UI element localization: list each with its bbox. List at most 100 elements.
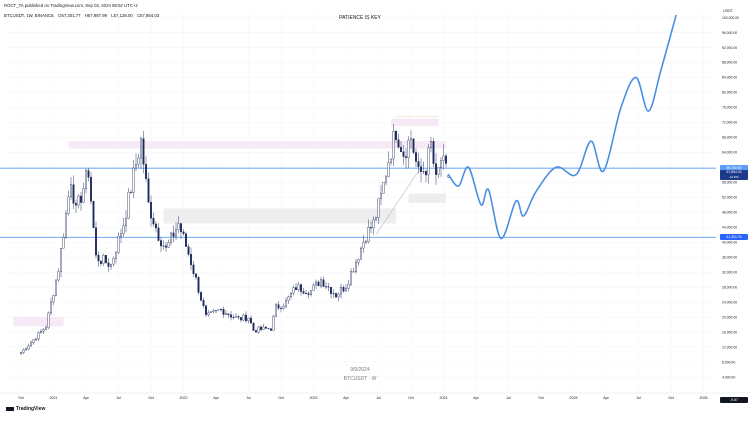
candle-body [277,304,280,309]
x-tick-label: Apr [343,396,349,400]
candle-body [40,331,42,333]
candle-body [285,300,287,307]
y-tick-label: 88,000.00 [722,61,737,65]
candle-body [20,352,22,355]
x-tick-label: 2024 [440,396,448,400]
candle-body [245,314,247,322]
x-tick-label: Oct [668,396,674,400]
candle-body [220,309,222,311]
x-tick-label: Oct [538,396,544,400]
candle-body [350,271,352,285]
x-tick-label: Jul [376,396,381,400]
x-tick-label: Jul [246,396,251,400]
candle-body [47,312,50,328]
candle-body [60,248,62,272]
symbol-label[interactable]: BTCUSDT, 1W, BINANCE [4,13,54,18]
candle-body [85,170,87,189]
candle-body [317,281,320,287]
candle-body [210,311,212,313]
candle-body [87,170,90,178]
y-tick-label: 76,000.00 [722,106,737,110]
candle-body [270,328,272,331]
candle-body [127,191,130,219]
candle-body [397,139,400,148]
candle-body [385,176,387,183]
y-tick-label: 52,000.00 [722,196,737,200]
candle-body [182,231,185,234]
trendline [375,163,424,235]
y-tick-label: 4,000.00 [722,375,735,379]
candle-body [122,225,125,235]
candle-body [420,166,422,172]
candle-body [185,233,187,247]
candle-body [30,342,32,347]
candle-body [362,242,365,249]
candle-body [115,252,117,259]
y-tick-label: 36,000.00 [722,255,737,259]
candle-body [192,264,195,274]
candle-body [247,317,250,322]
candle-body [377,198,380,218]
watermark-symbol: BTCUSDT · W [343,376,377,382]
candle-body [357,259,360,263]
candle-body [410,138,412,141]
candle-body [250,317,252,324]
candle-body [240,317,242,321]
candle-body [355,261,357,272]
price-tag-bottom: -9.87 [720,397,748,403]
candle-body [437,167,440,175]
y-axis: USDT 4,000.00 8,000.00 12,000.00 16,000.00 20… [716,0,750,417]
projection-line [447,14,677,240]
candle-body [430,141,432,148]
x-tick-label: Jul [116,396,121,400]
y-tick-label: 92,000.00 [722,46,737,50]
candle-body [222,309,225,315]
price-tag-current-value: 57,854.03 [726,170,742,175]
tradingview-logo-text: TradingView [16,406,46,412]
candle-body [37,332,40,340]
candle-body [445,155,447,164]
candle-body [42,329,45,332]
candle-body [52,295,55,303]
candle-body [402,151,405,157]
candle-body [150,201,152,219]
trendline [375,116,439,235]
candle-body [255,330,257,333]
candle-body [177,223,180,230]
price-tag-lower-line: 41,301.76 [720,234,748,241]
candle-body [137,157,140,165]
candle-body [62,237,65,249]
candle-body [82,188,85,203]
candle-body [345,288,347,292]
tradingview-logo[interactable]: TradingView [6,406,45,412]
candle-body [425,171,427,176]
candle-body [412,138,415,153]
candle-body [310,290,312,295]
candle-body [325,286,327,288]
candle-body [190,253,192,266]
open-value: O57,301.77 [58,13,81,18]
zone-box [391,118,439,127]
price-tag-current: 57,854.03 1d 16h [720,170,748,181]
publish-info: ROCT_TA published on TradingView.com, Se… [4,3,138,8]
zone-box [163,208,396,224]
high-value: H57,987.99 [84,13,108,18]
candle-body [422,171,425,173]
candle-body [387,162,390,178]
candle-body [110,263,112,267]
candle-body [275,304,277,317]
candle-body [207,312,210,315]
candle-body [432,141,435,164]
candle-body [400,147,402,153]
candle-body [100,260,102,264]
candle-body [320,279,322,287]
x-tick-label: Apr [213,396,219,400]
x-tick-label: 2026 [700,396,708,400]
candle-body [415,152,417,162]
y-tick-label: 56,000.00 [722,181,737,185]
candle-body [407,139,410,158]
candle-body [155,223,157,229]
y-tick-label: 48,000.00 [722,211,737,215]
